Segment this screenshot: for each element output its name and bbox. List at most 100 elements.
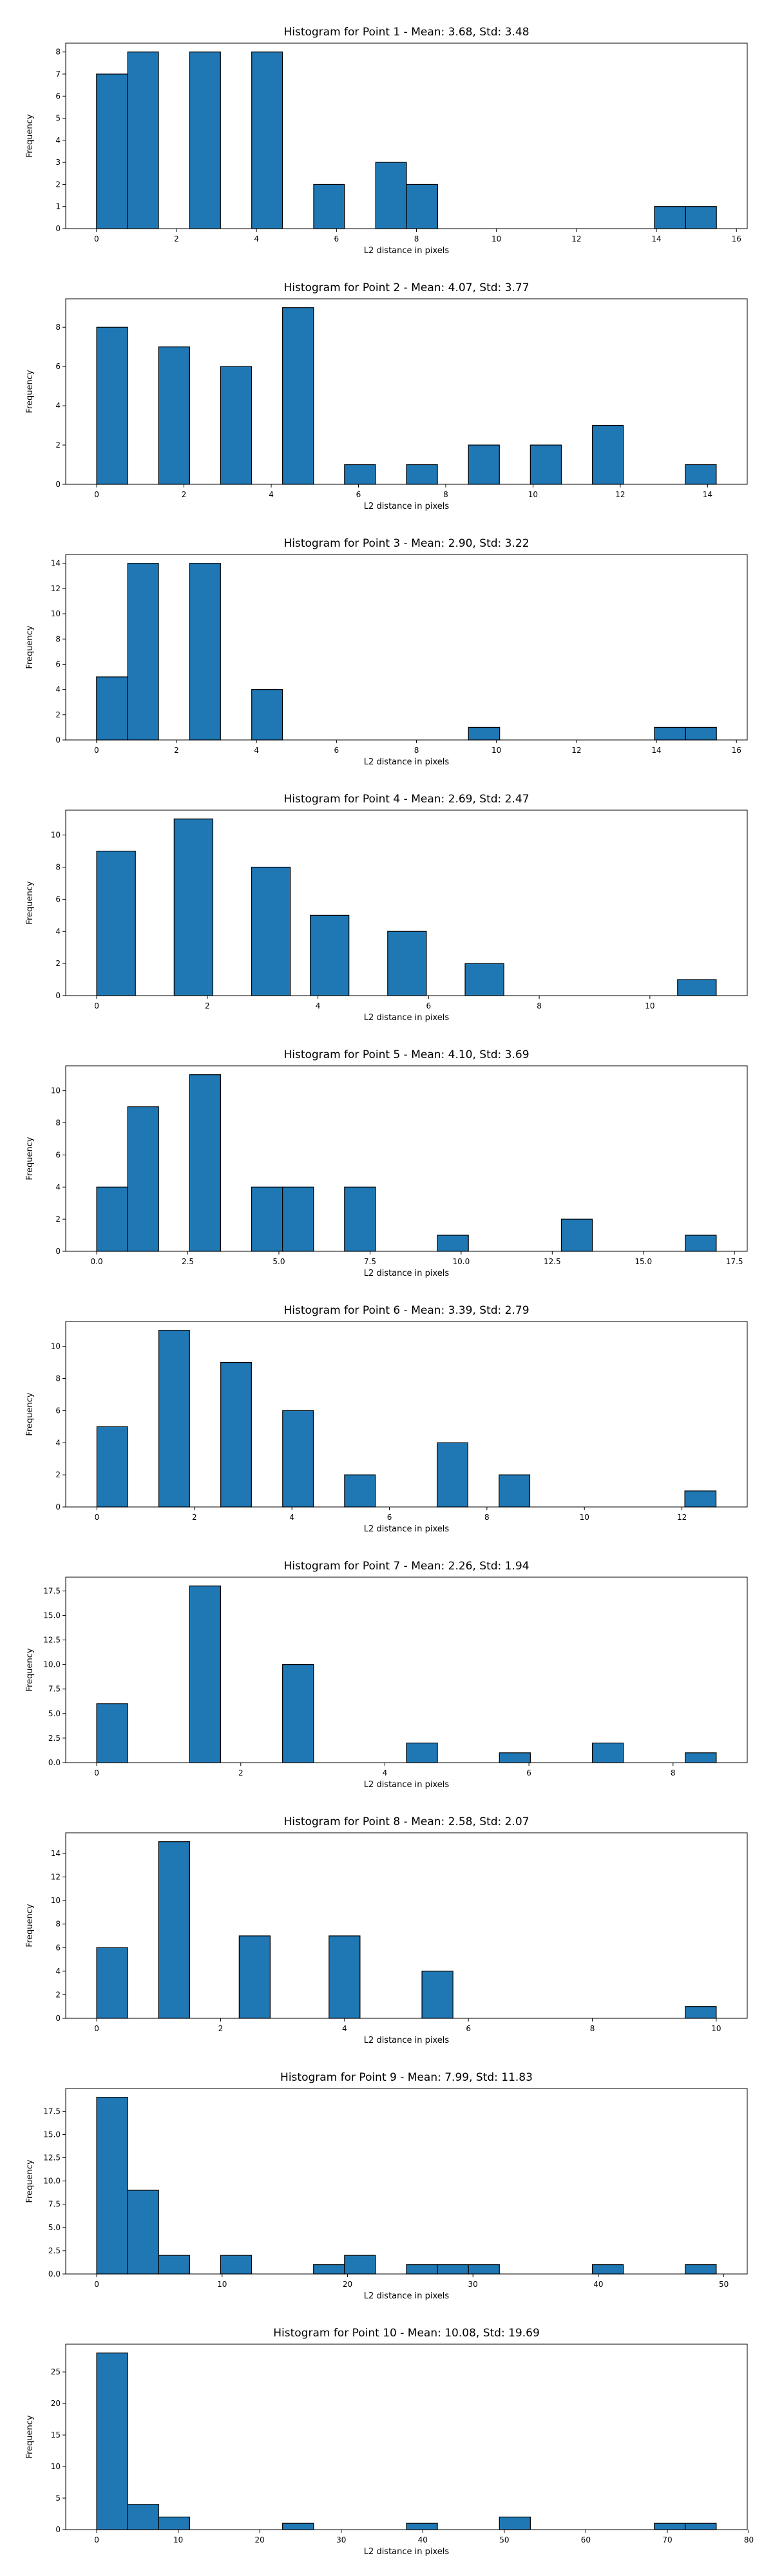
x-tick-label: 14 <box>651 234 661 243</box>
x-axis-label: L2 distance in pixels <box>364 246 450 256</box>
chart-title: Histogram for Point 1 - Mean: 3.68, Std:… <box>283 26 529 39</box>
y-tick-label: 5.0 <box>48 2223 61 2232</box>
y-axis-label: Frequency <box>25 114 35 157</box>
y-tick-label: 8 <box>55 1920 61 1929</box>
histogram-bar <box>97 2098 128 2274</box>
histogram-bar <box>376 162 406 229</box>
y-tick-label: 0 <box>55 1247 61 1256</box>
x-tick-label: 2 <box>218 2024 224 2033</box>
histogram-bar <box>685 1753 716 1763</box>
x-tick-label: 8 <box>414 746 419 755</box>
histogram-panel: Histogram for Point 2 - Mean: 4.07, Std:… <box>25 281 747 511</box>
y-tick-label: 8 <box>55 48 61 57</box>
x-tick-label: 12 <box>571 234 581 243</box>
x-tick-label: 8 <box>414 234 419 243</box>
histogram-bar <box>654 207 685 229</box>
histogram-bar <box>97 1187 128 1251</box>
y-axis-label: Frequency <box>25 2159 35 2202</box>
histogram-bar <box>189 564 220 740</box>
x-tick-label: 2 <box>174 234 179 243</box>
histogram-bar <box>97 2353 128 2530</box>
x-axis-label: L2 distance in pixels <box>364 2291 450 2301</box>
histogram-bar <box>654 2523 685 2530</box>
x-tick-label: 0 <box>94 490 99 499</box>
x-tick-label: 10 <box>217 2280 227 2289</box>
y-tick-label: 15 <box>51 2430 61 2439</box>
chart-title: Histogram for Point 5 - Mean: 4.10, Std:… <box>283 1048 529 1061</box>
histogram-bar <box>685 1235 716 1251</box>
histogram-bar <box>220 366 251 484</box>
x-axis-label: L2 distance in pixels <box>364 1013 450 1023</box>
y-tick-label: 2 <box>55 959 61 968</box>
chart-title: Histogram for Point 2 - Mean: 4.07, Std:… <box>283 281 529 294</box>
x-tick-label: 40 <box>593 2280 603 2289</box>
histogram-bar <box>283 308 314 484</box>
histogram-bar <box>174 819 213 996</box>
x-tick-label: 5.0 <box>272 1257 285 1266</box>
y-tick-label: 4 <box>55 136 61 145</box>
x-axis-label: L2 distance in pixels <box>364 1780 450 1790</box>
histogram-bar <box>310 915 349 996</box>
histogram-bar <box>314 2265 345 2274</box>
x-tick-label: 8 <box>443 490 448 499</box>
y-axis-label: Frequency <box>25 1392 35 1435</box>
y-tick-label: 7 <box>55 70 61 79</box>
y-axis-label: Frequency <box>25 881 35 924</box>
histogram-panel: Histogram for Point 7 - Mean: 2.26, Std:… <box>25 1560 747 1790</box>
x-tick-label: 4 <box>342 2024 347 2033</box>
histogram-bar <box>314 184 345 229</box>
x-tick-label: 15.0 <box>635 1257 652 1266</box>
histogram-bar <box>499 1475 530 1507</box>
y-axis-label: Frequency <box>25 1137 35 1180</box>
y-tick-label: 4 <box>55 401 61 410</box>
x-tick-label: 4 <box>316 1001 321 1010</box>
x-tick-label: 4 <box>254 746 259 755</box>
histogram-bar <box>159 1331 190 1507</box>
histogram-bar <box>406 1743 437 1763</box>
plot-frame <box>66 1577 747 1763</box>
x-tick-label: 6 <box>466 2024 471 2033</box>
histogram-bar <box>252 690 283 740</box>
y-tick-label: 10.0 <box>43 1660 61 1669</box>
plot-frame <box>66 2088 747 2274</box>
histogram-bar <box>465 963 504 996</box>
histogram-bar <box>97 1947 128 2018</box>
y-axis-label: Frequency <box>25 2415 35 2458</box>
histogram-bar <box>685 2523 716 2530</box>
x-tick-label: 10 <box>173 2535 183 2544</box>
x-tick-label: 4 <box>383 1768 388 1777</box>
histogram-bar <box>189 1586 220 1763</box>
y-tick-label: 14 <box>51 559 61 568</box>
y-tick-label: 20 <box>51 2399 61 2408</box>
histogram-bar <box>388 931 426 996</box>
y-tick-label: 2 <box>55 1470 61 1479</box>
y-tick-label: 0 <box>55 224 61 233</box>
x-tick-label: 30 <box>468 2280 478 2289</box>
histogram-panel: Histogram for Point 4 - Mean: 2.69, Std:… <box>25 793 747 1023</box>
chart-title: Histogram for Point 7 - Mean: 2.26, Std:… <box>283 1560 529 1573</box>
y-tick-label: 4 <box>55 1438 61 1447</box>
histogram-panel: Histogram for Point 5 - Mean: 4.10, Std:… <box>25 1048 747 1278</box>
histogram-panel: Histogram for Point 8 - Mean: 2.58, Std:… <box>25 1815 747 2045</box>
y-tick-label: 6 <box>55 895 61 904</box>
histogram-bar <box>283 1410 314 1507</box>
y-tick-label: 10 <box>51 2462 61 2471</box>
x-tick-label: 2 <box>192 1513 197 1522</box>
y-tick-label: 6 <box>55 1943 61 1952</box>
x-tick-label: 10.0 <box>453 1257 470 1266</box>
histogram-bar <box>97 851 135 996</box>
x-axis-label: L2 distance in pixels <box>364 2547 450 2557</box>
y-axis-label: Frequency <box>25 370 35 413</box>
histogram-bar <box>345 1187 376 1251</box>
y-tick-label: 8 <box>55 634 61 643</box>
histogram-bar <box>685 465 716 484</box>
plot-frame <box>66 2344 747 2530</box>
x-tick-label: 12 <box>571 746 581 755</box>
histogram-bar <box>685 727 716 740</box>
x-tick-label: 10 <box>645 1001 654 1010</box>
y-tick-label: 0 <box>55 480 61 489</box>
x-tick-label: 0 <box>94 746 99 755</box>
y-tick-label: 0 <box>55 2525 61 2534</box>
x-tick-label: 2 <box>205 1001 210 1010</box>
histogram-bar <box>468 727 499 740</box>
